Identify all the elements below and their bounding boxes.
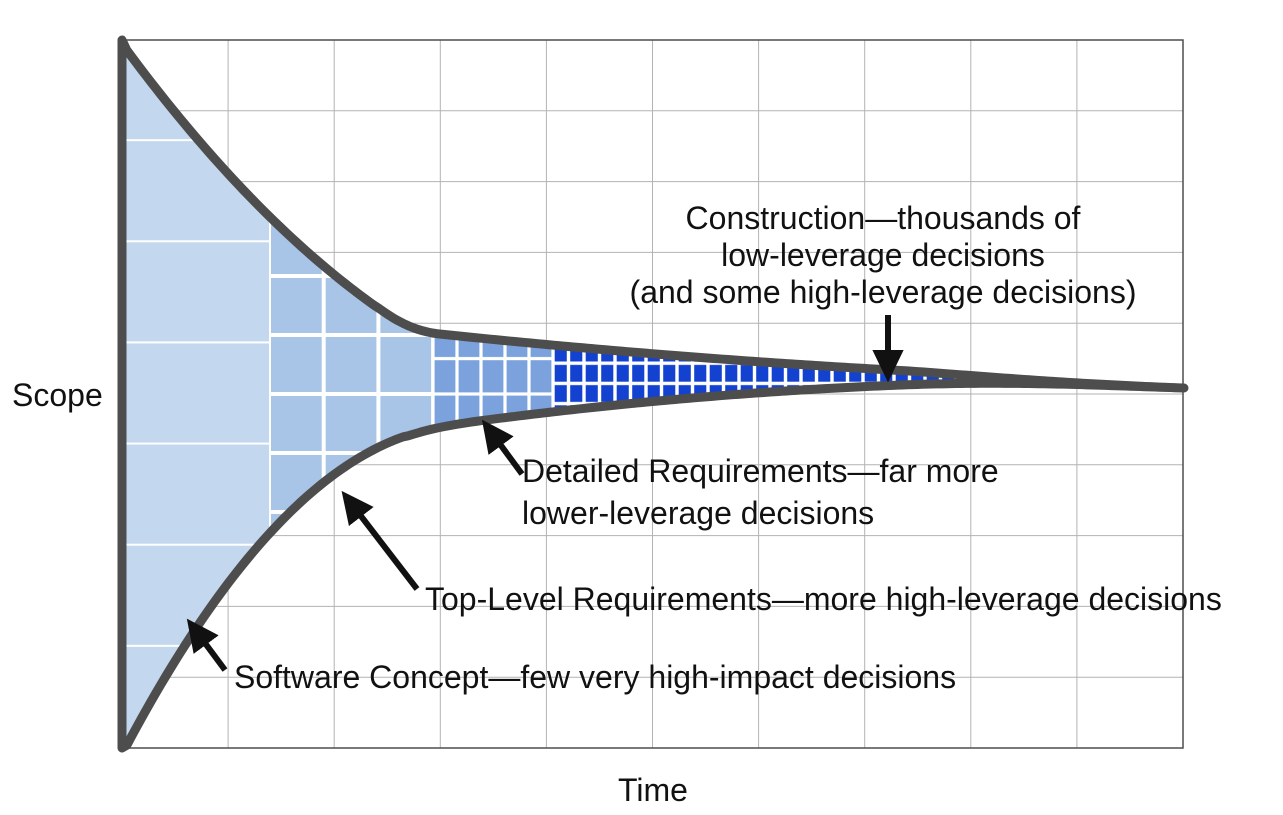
svg-text:Detailed Requirements—far more: Detailed Requirements—far more [522, 453, 999, 489]
svg-text:(and some high-leverage decisi: (and some high-leverage decisions) [630, 274, 1137, 310]
svg-text:Top-Level Requirements—more hi: Top-Level Requirements—more high-leverag… [425, 581, 1222, 617]
svg-text:Construction—thousands of: Construction—thousands of [686, 200, 1081, 236]
svg-text:Software Concept—few very high: Software Concept—few very high-impact de… [234, 659, 956, 695]
svg-text:lower-leverage decisions: lower-leverage decisions [522, 495, 874, 531]
svg-text:Scope: Scope [12, 377, 103, 413]
svg-text:low-leverage decisions: low-leverage decisions [721, 237, 1045, 273]
svg-text:Time: Time [618, 772, 688, 808]
